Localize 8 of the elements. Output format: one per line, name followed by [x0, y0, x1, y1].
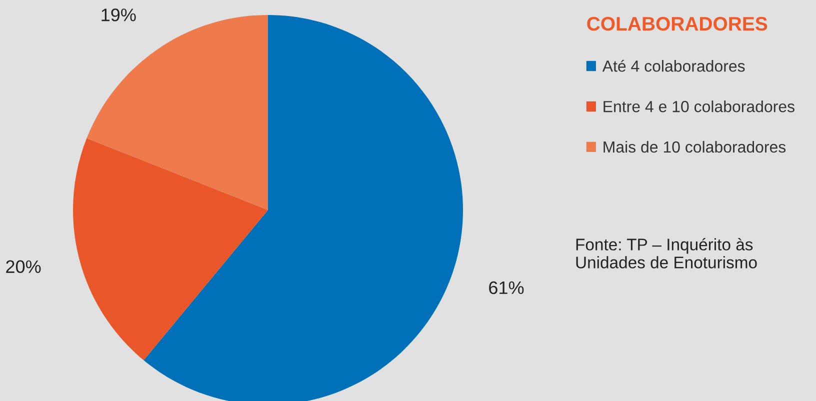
- source-note: Fonte: TP – Inquérito às Unidades de Enoturismo: [576, 238, 757, 268]
- data-label: 19%: [102, 8, 136, 22]
- legend-label: Entre 4 e 10 colaboradores: [604, 100, 794, 112]
- data-label: 20%: [6, 260, 41, 274]
- legend-label: Até 4 colaboradores: [602, 60, 745, 72]
- legend-title: COLABORADORES: [587, 16, 768, 31]
- legend-label: Mais de 10 colaboradores: [604, 140, 786, 153]
- data-label: 61%: [489, 281, 524, 294]
